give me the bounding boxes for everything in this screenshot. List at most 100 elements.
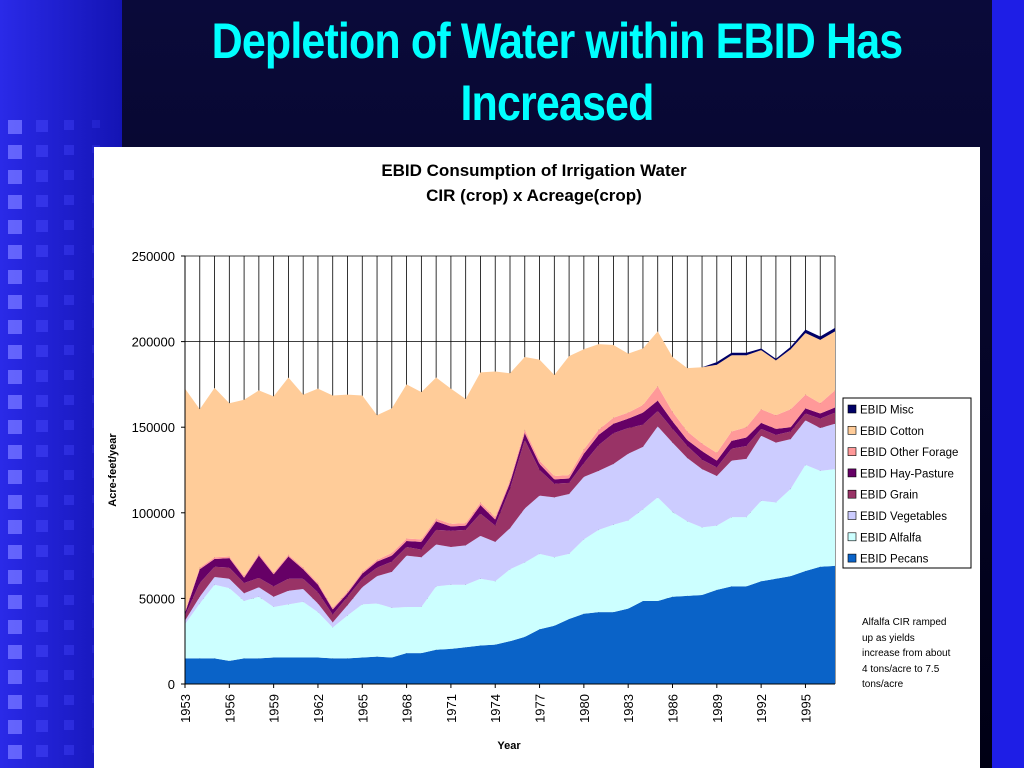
decorative-square <box>64 620 74 630</box>
decorative-square <box>92 120 100 128</box>
x-tick-label: 1965 <box>355 694 370 723</box>
decorative-square <box>36 270 48 282</box>
decorative-square <box>64 720 74 730</box>
decorative-square <box>64 295 74 305</box>
decorative-square <box>36 420 48 432</box>
decorative-square <box>36 620 48 632</box>
decorative-square <box>8 345 22 359</box>
decorative-square <box>64 270 74 280</box>
x-tick-label: 1989 <box>710 694 725 723</box>
x-tick-label: 1977 <box>533 694 548 723</box>
x-tick-label: 1992 <box>754 694 769 723</box>
x-tick-label: 1986 <box>666 694 681 723</box>
decorative-square <box>8 645 22 659</box>
legend-label: EBID Vegetables <box>860 511 947 523</box>
decorative-square <box>8 320 22 334</box>
decorative-square <box>36 520 48 532</box>
decorative-square <box>36 245 48 257</box>
decorative-square <box>8 120 22 134</box>
decorative-square <box>36 745 48 757</box>
legend-swatch <box>847 425 857 435</box>
decorative-square <box>64 695 74 705</box>
x-tick-label: 1959 <box>267 694 282 723</box>
x-tick-label: 1995 <box>798 694 813 723</box>
decorative-square <box>8 370 22 384</box>
decorative-square <box>64 545 74 555</box>
decorative-square <box>8 195 22 209</box>
decorative-square <box>8 720 22 734</box>
x-tick-label: 1980 <box>577 694 592 723</box>
legend-swatch <box>847 447 857 456</box>
legend-swatch <box>847 511 857 520</box>
x-tick-label: 1953 <box>178 694 193 723</box>
decorative-square <box>64 220 74 230</box>
legend-label: EBID Cotton <box>860 426 924 438</box>
x-tick-label: 1971 <box>444 694 459 723</box>
decorative-square <box>8 395 22 409</box>
decorative-square <box>8 495 22 509</box>
decorative-square <box>8 695 22 709</box>
chart-annotation: Alfalfa CIR ramped up as yields increase… <box>862 617 951 690</box>
legend-swatch <box>847 404 857 414</box>
decorative-squares <box>8 120 100 759</box>
decorative-square <box>36 470 48 482</box>
decorative-square <box>8 570 22 584</box>
legend-label: EBID Alfalfa <box>860 532 922 544</box>
area-series-group <box>185 327 835 684</box>
decorative-square <box>64 420 74 430</box>
legend-box <box>842 397 972 569</box>
decorative-square <box>36 145 48 157</box>
x-tick-label: 1956 <box>222 694 237 723</box>
area-series-ebid-pecans <box>185 565 835 684</box>
x-tick-label: 1974 <box>488 694 503 723</box>
decorative-square <box>8 245 22 259</box>
decorative-square <box>64 495 74 505</box>
decorative-square <box>64 745 74 755</box>
decorative-square <box>36 570 48 582</box>
legend-swatch <box>847 468 857 478</box>
decorative-square <box>64 170 74 180</box>
chart-title: EBID Consumption of Irrigation Water <box>381 161 687 180</box>
decorative-square <box>36 720 48 732</box>
decorative-square <box>64 670 74 680</box>
legend-swatch <box>847 489 857 499</box>
decorative-square <box>64 370 74 380</box>
decorative-square <box>8 745 22 759</box>
y-tick-label: 150000 <box>132 420 175 435</box>
decorative-square <box>36 595 48 607</box>
decorative-square <box>36 395 48 407</box>
decorative-square <box>64 645 74 655</box>
decorative-square <box>36 345 48 357</box>
x-tick-label: 1983 <box>621 694 636 723</box>
decorative-square <box>36 645 48 657</box>
x-tick-label: 1968 <box>400 694 415 723</box>
decorative-square <box>36 220 48 232</box>
decorative-square <box>64 470 74 480</box>
area-series-ebid-alfalfa <box>185 464 835 661</box>
decorative-square <box>8 445 22 459</box>
decorative-square <box>8 520 22 534</box>
decorative-square <box>36 320 48 332</box>
area-series-ebid-vegetables <box>185 420 835 628</box>
y-tick-label: 0 <box>168 677 175 692</box>
decorative-square <box>8 145 22 159</box>
legend-label: EBID Grain <box>860 490 918 502</box>
stacked-area-chart: EBID Consumption of Irrigation Water CIR … <box>107 161 972 752</box>
decorative-square <box>8 270 22 284</box>
decorative-square <box>64 570 74 580</box>
x-tick-label: 1962 <box>311 694 326 723</box>
decorative-square <box>64 320 74 330</box>
area-series-ebid-cotton <box>185 331 835 612</box>
decorative-square <box>36 445 48 457</box>
decorative-square <box>8 595 22 609</box>
y-tick-label: 100000 <box>132 506 175 521</box>
legend-label: EBID Misc <box>860 405 914 417</box>
y-tick-label: 200000 <box>132 335 175 350</box>
x-axis-label: Year <box>497 740 521 752</box>
decorative-square <box>8 170 22 184</box>
decorative-square <box>64 445 74 455</box>
decorative-square <box>36 670 48 682</box>
decorative-square <box>64 345 74 355</box>
decorative-square <box>64 195 74 205</box>
chart-panel: EBID Consumption of Irrigation Water CIR … <box>94 147 980 768</box>
